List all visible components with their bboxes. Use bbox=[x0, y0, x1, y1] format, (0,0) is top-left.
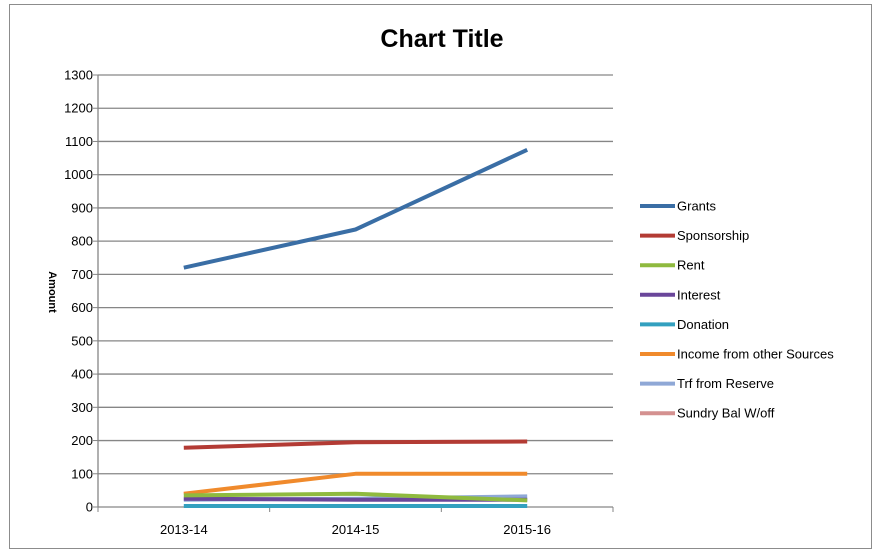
y-tick-label: 500 bbox=[71, 333, 93, 348]
series-line-sponsorship bbox=[183, 439, 528, 450]
legend-label-trf-from-reserve: Trf from Reserve bbox=[677, 376, 774, 391]
series-line-rent bbox=[183, 491, 528, 503]
legend-label-sundry-bal-w-off: Sundry Bal W/off bbox=[677, 406, 775, 421]
x-tick-labels: 2013-14 2014-15 2015-16 bbox=[160, 522, 551, 537]
y-tick-label: 600 bbox=[71, 300, 93, 315]
axes bbox=[93, 74, 614, 512]
x-tick-label: 2014-15 bbox=[332, 522, 380, 537]
legend-label-sponsorship: Sponsorship bbox=[677, 228, 749, 243]
y-tick-label: 1100 bbox=[65, 134, 93, 149]
y-tick-label: 100 bbox=[71, 466, 93, 481]
y-tick-label: 200 bbox=[71, 433, 93, 448]
x-tick-label: 2013-14 bbox=[160, 522, 208, 537]
chart-frame bbox=[9, 4, 872, 549]
y-tick-label: 0 bbox=[86, 500, 93, 515]
chart-title: Chart Title bbox=[380, 25, 503, 53]
y-tick-label: 400 bbox=[71, 367, 93, 382]
series-lines bbox=[183, 147, 529, 508]
legend-label-income-from-other-sources: Income from other Sources bbox=[677, 347, 834, 362]
gridlines bbox=[98, 74, 613, 475]
y-tick-label: 1300 bbox=[64, 68, 93, 83]
y-tick-label: 900 bbox=[71, 200, 93, 215]
legend-label-grants: Grants bbox=[677, 199, 717, 214]
legend-label-donation: Donation bbox=[677, 317, 729, 332]
y-axis-label: Amount bbox=[46, 271, 58, 313]
x-tick-label: 2015-16 bbox=[503, 522, 551, 537]
y-tick-label: 800 bbox=[71, 234, 93, 249]
legend: Grants Sponsorship Rent Interest Donation Inc… bbox=[640, 199, 834, 421]
series-line-grants bbox=[183, 147, 529, 270]
y-tick-label: 1000 bbox=[64, 167, 93, 182]
y-tick-label: 700 bbox=[71, 267, 93, 282]
legend-label-rent: Rent bbox=[677, 258, 705, 273]
y-tick-label: 1200 bbox=[64, 101, 93, 116]
series-line-income-from-other-sources bbox=[183, 471, 528, 496]
legend-label-interest: Interest bbox=[677, 287, 721, 302]
y-tick-labels: 0 100 200 300 400 500 600 700 800 900 1000 1100 1200… bbox=[64, 68, 93, 515]
y-tick-label: 300 bbox=[71, 400, 93, 415]
